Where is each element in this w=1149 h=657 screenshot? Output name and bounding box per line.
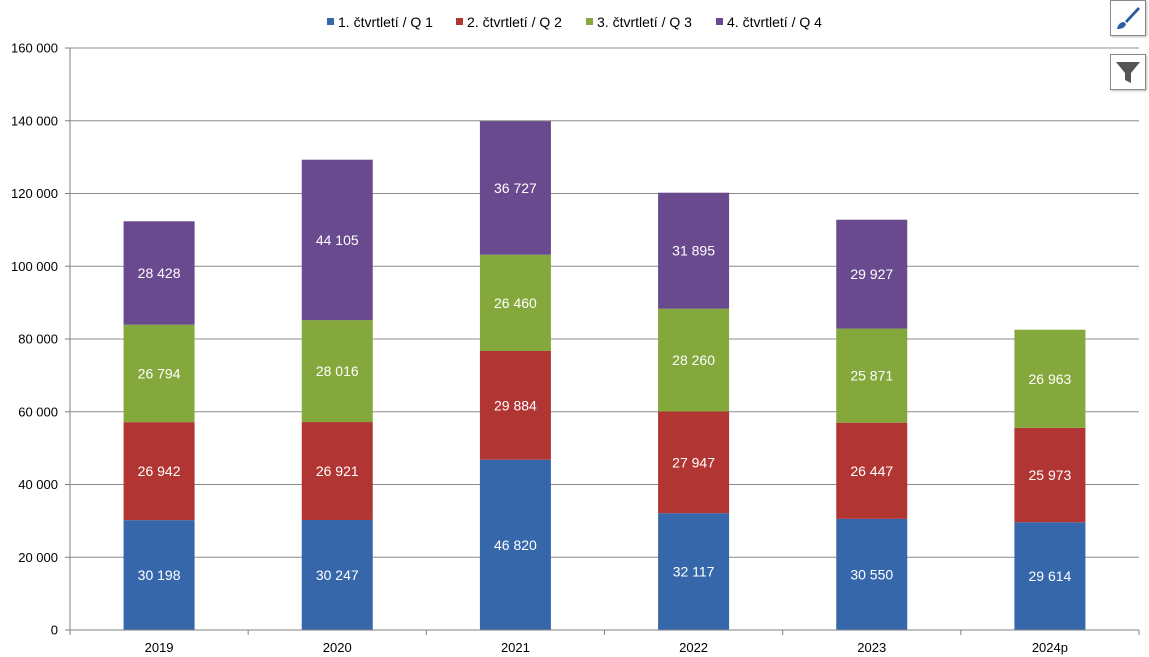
data-label: 28 016 bbox=[316, 363, 359, 379]
y-tick-label: 140 000 bbox=[11, 113, 58, 128]
legend-swatch bbox=[327, 18, 334, 25]
x-tick-label: 2024p bbox=[1032, 640, 1068, 655]
data-label: 36 727 bbox=[494, 180, 537, 196]
bar-segment[interactable] bbox=[836, 328, 908, 423]
data-label: 46 820 bbox=[494, 537, 537, 553]
x-tick-label: 2023 bbox=[857, 640, 886, 655]
data-label: 26 460 bbox=[494, 295, 537, 311]
legend-swatch bbox=[716, 18, 723, 25]
funnel-icon bbox=[1116, 62, 1140, 83]
data-label: 29 884 bbox=[494, 397, 537, 413]
data-label: 25 973 bbox=[1029, 467, 1072, 483]
legend-entry[interactable]: 1. čtvrtletí / Q 1 bbox=[338, 14, 433, 30]
bar-segment[interactable] bbox=[301, 422, 373, 520]
legend-entry[interactable]: 2. čtvrtletí / Q 2 bbox=[467, 14, 562, 30]
bar-segment[interactable] bbox=[1014, 329, 1086, 428]
data-label: 31 895 bbox=[672, 243, 715, 259]
y-tick-label: 160 000 bbox=[11, 41, 58, 56]
bar-segment[interactable] bbox=[123, 324, 195, 423]
legend-swatch bbox=[456, 18, 463, 25]
y-tick-label: 0 bbox=[51, 623, 58, 638]
data-label: 30 198 bbox=[138, 567, 181, 583]
data-label: 27 947 bbox=[672, 454, 715, 470]
bar-segment[interactable] bbox=[658, 513, 730, 630]
bar-segment[interactable] bbox=[658, 308, 730, 412]
bar-segment[interactable] bbox=[479, 350, 551, 460]
bar-segment[interactable] bbox=[123, 422, 195, 521]
x-tick-label: 2021 bbox=[501, 640, 530, 655]
y-tick-label: 60 000 bbox=[18, 404, 58, 419]
x-tick-label: 2019 bbox=[145, 640, 174, 655]
chart-filter-button[interactable] bbox=[1110, 54, 1146, 90]
data-label: 26 921 bbox=[316, 463, 359, 479]
bar-segment[interactable] bbox=[1014, 522, 1086, 630]
x-tick-label: 2022 bbox=[679, 640, 708, 655]
data-label: 25 871 bbox=[850, 368, 893, 384]
bar-segment[interactable] bbox=[479, 121, 551, 255]
bar-segment[interactable] bbox=[836, 422, 908, 519]
x-tick-label: 2020 bbox=[323, 640, 352, 655]
data-label: 29 927 bbox=[850, 266, 893, 282]
bar-segment[interactable] bbox=[301, 320, 373, 423]
data-label: 26 963 bbox=[1029, 371, 1072, 387]
data-label: 30 550 bbox=[850, 566, 893, 582]
bar-segment[interactable] bbox=[836, 219, 908, 329]
y-tick-label: 80 000 bbox=[18, 332, 58, 347]
bar-segment[interactable] bbox=[301, 159, 373, 321]
bar-segment[interactable] bbox=[479, 459, 551, 630]
data-label: 44 105 bbox=[316, 232, 359, 248]
legend-entry[interactable]: 4. čtvrtletí / Q 4 bbox=[727, 14, 822, 30]
legend-swatch bbox=[586, 18, 593, 25]
bar-segment[interactable] bbox=[658, 411, 730, 514]
bar-segment[interactable] bbox=[658, 192, 730, 309]
bar-segment[interactable] bbox=[836, 518, 908, 630]
bar-segment[interactable] bbox=[301, 519, 373, 630]
bar-segment[interactable] bbox=[123, 221, 195, 325]
y-tick-label: 120 000 bbox=[11, 186, 58, 201]
y-tick-label: 40 000 bbox=[18, 477, 58, 492]
data-label: 32 117 bbox=[673, 564, 715, 580]
bar-segment[interactable] bbox=[123, 520, 195, 630]
bar-segment[interactable] bbox=[1014, 427, 1086, 523]
data-label: 26 447 bbox=[850, 463, 893, 479]
data-label: 26 942 bbox=[138, 463, 181, 479]
bar-segment[interactable] bbox=[479, 254, 551, 351]
data-label: 28 260 bbox=[672, 352, 715, 368]
chart-style-button[interactable] bbox=[1110, 0, 1146, 36]
legend-entry[interactable]: 3. čtvrtletí / Q 3 bbox=[597, 14, 692, 30]
paintbrush-icon bbox=[1117, 7, 1140, 29]
data-label: 29 614 bbox=[1029, 568, 1072, 584]
data-label: 30 247 bbox=[316, 567, 359, 583]
data-label: 26 794 bbox=[138, 365, 181, 381]
data-label: 28 428 bbox=[138, 265, 181, 281]
y-tick-label: 20 000 bbox=[18, 550, 58, 565]
y-tick-label: 100 000 bbox=[11, 259, 58, 274]
